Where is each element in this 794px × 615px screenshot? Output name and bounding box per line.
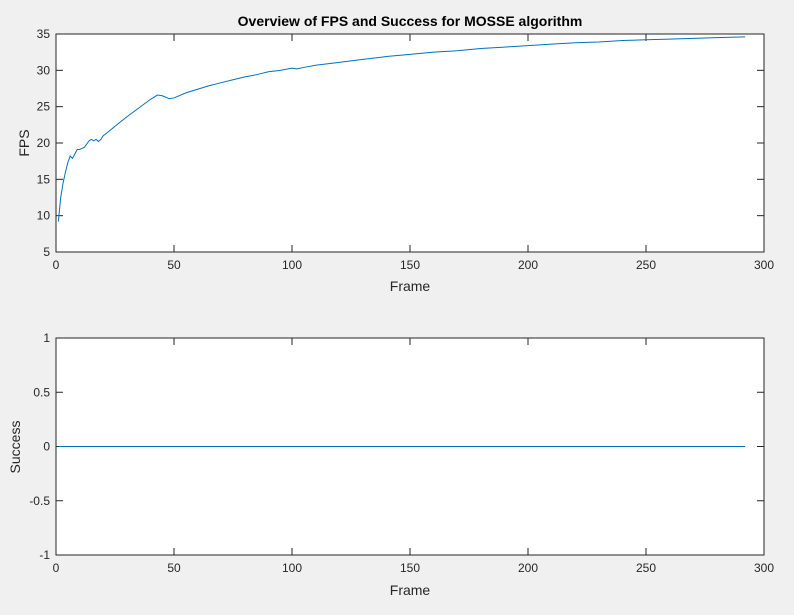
fps-y-tick-label: 20 xyxy=(37,136,51,150)
fps-x-ticks: 0 50 100 150 200 250 300 xyxy=(53,34,774,272)
fps-y-tick-label: 35 xyxy=(37,27,51,41)
fps-y-ticks: 5 10 15 20 25 30 35 xyxy=(37,27,764,259)
success-x-tick-label: 100 xyxy=(282,561,302,575)
fps-y-tick-label: 25 xyxy=(37,100,51,114)
fps-y-axis-label: FPS xyxy=(16,129,32,156)
success-y-tick-label: -0.5 xyxy=(29,494,50,508)
fps-series xyxy=(57,36,746,222)
fps-series-line xyxy=(57,36,746,222)
success-axes: 0 50 100 150 200 250 300 -1 -0.5 0 0.5 1 Frame Suc… xyxy=(7,331,774,598)
fps-plot-area xyxy=(55,33,765,253)
success-x-tick-label: 200 xyxy=(518,561,538,575)
fps-x-tick-label: 200 xyxy=(518,258,538,272)
chart-title: Overview of FPS and Success for MOSSE al… xyxy=(238,13,583,29)
fps-axes: 0 50 100 150 200 250 300 5 10 15 20 25 30 35 Frame F… xyxy=(16,27,774,294)
success-y-ticks: -1 -0.5 0 0.5 1 xyxy=(29,331,764,562)
fps-y-tick-label: 15 xyxy=(37,172,51,186)
success-x-tick-label: 250 xyxy=(636,561,656,575)
fps-x-tick-label: 250 xyxy=(636,258,656,272)
fps-y-tick-label: 10 xyxy=(37,209,51,223)
fps-x-tick-label: 300 xyxy=(754,258,774,272)
fps-x-tick-label: 150 xyxy=(400,258,420,272)
success-x-tick-label: 0 xyxy=(53,561,60,575)
success-x-ticks: 0 50 100 150 200 250 300 xyxy=(53,338,774,575)
fps-x-tick-label: 0 xyxy=(53,258,60,272)
success-x-axis-label: Frame xyxy=(390,582,431,598)
fps-y-tick-label: 30 xyxy=(37,63,51,77)
success-x-tick-label: 300 xyxy=(754,561,774,575)
success-x-tick-label: 50 xyxy=(167,561,181,575)
success-y-tick-label: 1 xyxy=(43,331,50,345)
success-y-tick-label: 0.5 xyxy=(33,385,50,399)
fps-x-tick-label: 50 xyxy=(167,258,181,272)
success-y-tick-label: -1 xyxy=(39,548,50,562)
success-x-tick-label: 150 xyxy=(400,561,420,575)
fps-x-tick-label: 100 xyxy=(282,258,302,272)
fps-y-tick-label: 5 xyxy=(43,245,50,259)
fps-x-axis-label: Frame xyxy=(390,278,431,294)
success-y-tick-label: 0 xyxy=(43,440,50,454)
success-y-axis-label: Success xyxy=(7,421,23,474)
